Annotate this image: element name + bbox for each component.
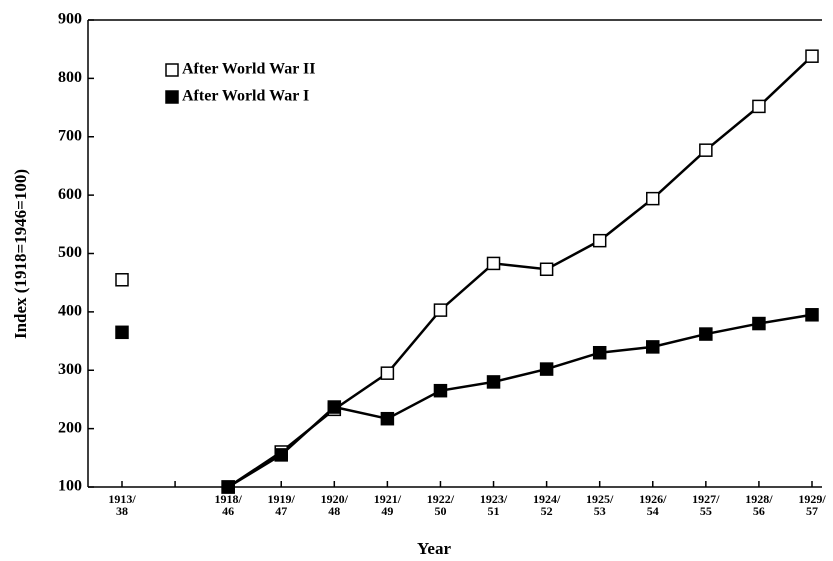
legend-label: After World War II	[182, 61, 316, 78]
y-tick-label: 200	[58, 419, 82, 436]
marker	[380, 411, 395, 426]
y-tick-label: 500	[58, 244, 82, 261]
marker	[805, 308, 819, 322]
x-tick-label: 1919/ 47	[267, 492, 295, 518]
legend-marker	[165, 63, 179, 77]
x-tick-label: 1921/ 49	[373, 492, 402, 518]
y-tick-label: 100	[58, 478, 82, 495]
marker	[699, 327, 713, 341]
x-tick-label: 1927/ 55	[692, 492, 720, 518]
y-tick-label: 300	[58, 361, 82, 378]
marker	[486, 256, 501, 271]
marker	[592, 345, 607, 360]
x-tick-label: 1922/ 50	[426, 492, 455, 518]
marker	[380, 366, 395, 380]
marker	[486, 375, 501, 389]
x-tick-label: 1913/ 38	[108, 492, 136, 518]
marker	[433, 303, 448, 317]
marker	[646, 340, 660, 354]
marker	[752, 316, 766, 331]
marker	[592, 233, 607, 248]
y-tick-label: 900	[58, 11, 82, 28]
marker	[699, 143, 713, 157]
marker	[327, 400, 342, 414]
series-line	[227, 313, 813, 489]
legend-label: After World War I	[182, 88, 309, 105]
y-tick-label: 800	[58, 69, 82, 86]
marker	[539, 362, 554, 376]
marker	[752, 99, 766, 114]
marker	[115, 273, 129, 287]
x-tick-label: 1926/ 54	[639, 492, 667, 518]
marker	[433, 383, 448, 398]
marker	[805, 49, 819, 63]
x-tick-label: 1924/ 52	[532, 492, 561, 518]
marker	[646, 191, 660, 206]
marker	[115, 325, 129, 340]
x-tick-label: 1918/ 46	[214, 492, 242, 518]
x-axis-label: Year	[417, 539, 451, 558]
x-tick-label: 1928/ 56	[745, 492, 773, 518]
x-tick-label: 1923/ 51	[479, 492, 508, 518]
y-tick-label: 400	[58, 303, 82, 320]
y-axis-label: Index (1918=1946=100)	[11, 169, 30, 339]
marker	[221, 480, 235, 494]
x-tick-label: 1925/ 53	[586, 492, 614, 518]
y-tick-label: 600	[58, 186, 82, 203]
legend-marker	[165, 90, 179, 104]
x-tick-label: 1920/ 48	[320, 492, 348, 518]
marker	[539, 262, 554, 277]
x-tick-label: 1929/ 57	[798, 492, 826, 518]
y-tick-label: 700	[58, 127, 82, 144]
marker	[274, 448, 288, 462]
